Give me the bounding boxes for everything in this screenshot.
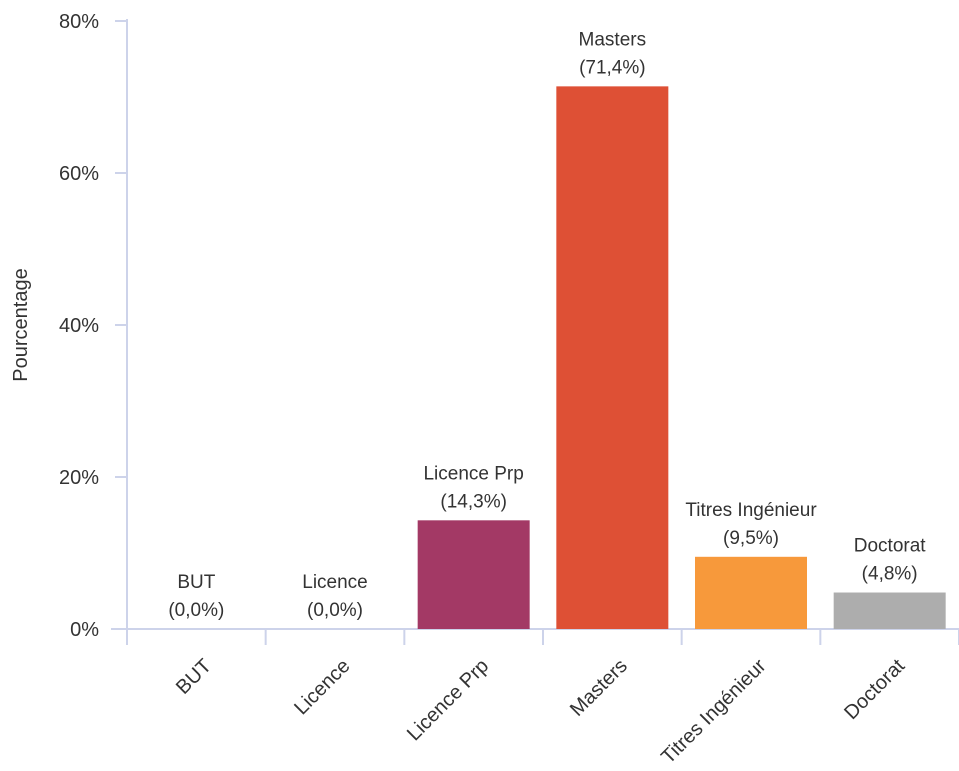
y-tick-label: 0% [70,619,99,641]
data-label-name: Licence [302,572,368,593]
x-tick-label: Licence [290,655,354,719]
y-tick-label: 20% [59,467,99,489]
data-label-name: Licence Prp [423,463,523,484]
bar[interactable] [556,86,669,630]
data-label-name: Titres Ingénieur [685,500,817,521]
y-axis-title: Pourcentage [10,268,32,381]
data-label-value: (0,0%) [307,600,363,621]
bar[interactable] [833,592,946,629]
data-label-value: (14,3%) [440,491,507,512]
x-tick-label: Licence Prp [403,655,493,745]
data-label-name: Doctorat [854,536,927,557]
data-label-name: Masters [579,29,647,50]
x-tick-label: Masters [566,655,632,721]
y-tick-label: 40% [59,315,99,337]
y-tick-label: 60% [59,163,99,185]
bars [417,86,946,630]
y-tick-label: 80% [59,11,99,33]
data-label-value: (4,8%) [862,564,918,585]
data-label-name: BUT [177,572,215,593]
x-axis: BUT Licence Licence Prp Masters Titres Ingén… [111,628,959,769]
bar[interactable] [417,520,530,629]
x-tick-label: Doctorat [840,655,909,724]
x-tick-label: Titres Ingénieur [657,655,771,769]
data-labels: BUT (0,0%) Licence (0,0%) Licence Prp (14,3%)… [168,29,926,621]
x-tick-label: BUT [172,655,216,699]
data-label-value: (9,5%) [723,528,779,549]
data-label-value: (71,4%) [579,57,646,78]
bar[interactable] [695,556,807,629]
data-label-value: (0,0%) [168,600,224,621]
y-axis: 0% 20% 40% 60% 80% [59,11,128,645]
